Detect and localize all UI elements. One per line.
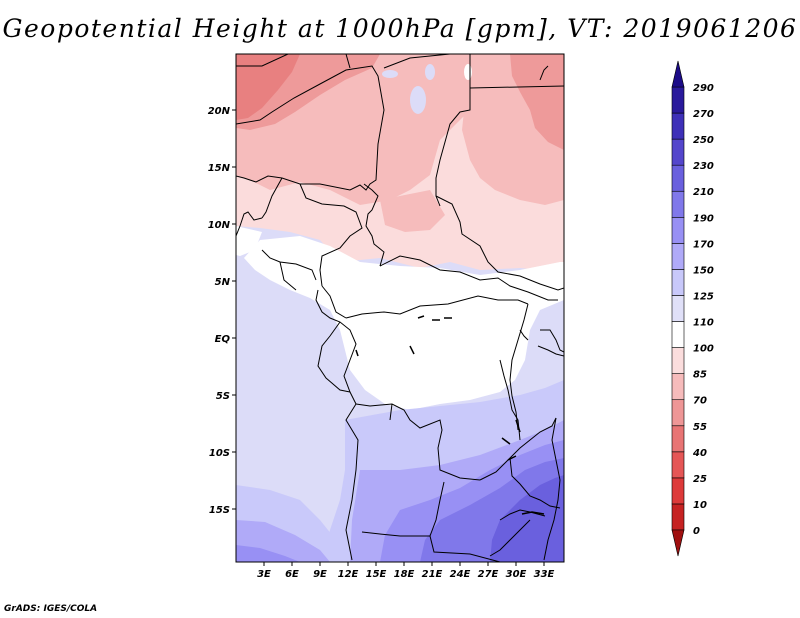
colorbar-swatch [671, 373, 685, 401]
lon-label: 9E [313, 569, 327, 580]
colorbar-label: 190 [693, 213, 714, 224]
colorbar-label: 230 [693, 161, 714, 172]
colorbar-label: 25 [693, 474, 707, 485]
lat-label: 15N [208, 163, 231, 174]
colorbar-swatch [671, 60, 685, 88]
longitude-labels: 3E 6E 9E 12E 15E 18E 21E 24E 27E 30E 33E [257, 569, 554, 580]
colorbar-swatch [671, 86, 685, 114]
colorbar-label: 210 [693, 187, 714, 198]
colorbar-swatch [671, 399, 685, 427]
colorbar-swatch [671, 190, 685, 218]
colorbar-label: 55 [693, 422, 707, 433]
latitude-labels: 20N 15N 10N 5N EQ 5S 10S 15S [208, 106, 231, 516]
colorbar-label: 110 [693, 318, 714, 329]
map-frame [235, 53, 565, 563]
lakes [355, 315, 545, 515]
lat-label: 5N [215, 277, 231, 288]
colorbar-label: 150 [693, 265, 714, 276]
colorbar-label: 10 [693, 500, 707, 511]
axis-ticks [232, 109, 545, 566]
height-field [236, 54, 564, 562]
lat-label: 10S [209, 448, 230, 459]
colorbar-label: 0 [693, 526, 700, 537]
chart-title: Geopotential Height at 1000hPa [gpm], VT… [2, 14, 798, 43]
colorbar-swatch [671, 503, 685, 531]
lon-label: 33E [534, 569, 555, 580]
country-borders [236, 54, 564, 562]
lon-label: 6E [285, 569, 299, 580]
colorbar-label: 40 [692, 448, 707, 459]
colorbar-swatch [671, 347, 685, 374]
colorbar-swatch [671, 451, 685, 479]
colorbar-swatch [671, 243, 685, 270]
lat-label: 5S [216, 391, 230, 402]
colorbar-label: 70 [693, 396, 707, 407]
colorbar-swatch [671, 138, 685, 166]
colorbar-label: 85 [693, 370, 707, 381]
lon-label: 3E [257, 569, 271, 580]
lon-label: 24E [450, 569, 471, 580]
colorbar-swatch [671, 216, 685, 244]
colorbar-swatch [671, 295, 685, 322]
lon-label: 18E [394, 569, 415, 580]
colorbar-label: 125 [693, 291, 714, 302]
lat-label: 20N [208, 106, 231, 117]
lat-label: 10N [208, 220, 231, 231]
lat-label: 15S [209, 505, 230, 516]
colorbar-swatch [671, 477, 685, 505]
lon-label: 27E [478, 569, 499, 580]
lat-label: EQ [215, 334, 231, 345]
colorbar-label: 290 [693, 83, 714, 94]
colorbar-swatch [671, 269, 685, 296]
lon-label: 15E [366, 569, 387, 580]
colorbar-label: 250 [693, 135, 714, 146]
colorbar-swatch [671, 112, 685, 140]
colorbar-swatch [671, 321, 685, 348]
footer-credit: GrADS: IGES/COLA [4, 604, 98, 614]
lon-label: 30E [506, 569, 527, 580]
colorbar-swatch [671, 425, 685, 453]
lon-label: 21E [422, 569, 443, 580]
lon-label: 12E [338, 569, 359, 580]
colorbar-label: 170 [693, 239, 714, 250]
colorbar: 0 10 25 40 55 70 85 100 110 125 150 170 190 210 230 250… [671, 60, 714, 557]
colorbar-swatch [671, 529, 685, 557]
colorbar-label: 270 [693, 109, 714, 120]
colorbar-label: 100 [693, 344, 714, 355]
colorbar-swatch [671, 164, 685, 192]
